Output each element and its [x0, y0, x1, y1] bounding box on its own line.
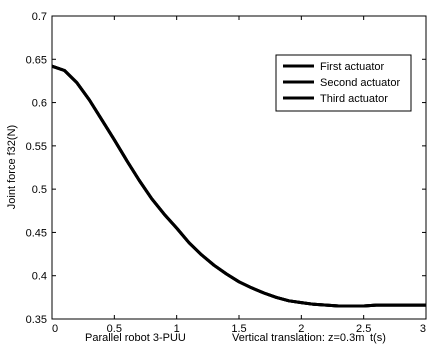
annotation-translation: Vertical translation: z=0.3m	[232, 332, 364, 344]
x-tick-label: 1.5	[231, 323, 246, 335]
y-tick-label: 0.65	[26, 54, 47, 66]
y-axis-label: Joint force f32(N)	[6, 125, 18, 209]
x-tick-label: 0	[52, 323, 58, 335]
series-layer	[51, 64, 426, 308]
y-tick-label: 0.6	[32, 98, 47, 110]
y-tick-label: 0.5	[32, 184, 47, 196]
legend-label: Third actuator	[320, 93, 388, 105]
y-tick-label: 0.55	[26, 141, 47, 153]
legend-label: First actuator	[320, 61, 385, 73]
y-axis: 0.35 0.4 0.45 0.5 0.55 0.6 0.65 0.7	[26, 11, 426, 326]
x-axis-label: t(s)	[370, 332, 386, 344]
y-tick-label: 0.7	[32, 11, 47, 23]
x-tick-label: 2.5	[356, 323, 371, 335]
y-tick-label: 0.4	[32, 271, 47, 283]
y-tick-label: 0.35	[26, 314, 47, 326]
x-axis: 0 0.5 1 1.5 2 2.5 3	[51, 16, 427, 335]
series-line	[51, 64, 426, 308]
x-tick-label: 1	[174, 323, 180, 335]
x-tick-label: 0.5	[107, 323, 122, 335]
y-tick-label: 0.45	[26, 227, 47, 239]
annotation-robot: Parallel robot 3-PUU	[85, 332, 186, 344]
x-tick-label: 3	[420, 323, 426, 335]
x-tick-label: 2	[298, 323, 304, 335]
legend: First actuator Second actuator Third actua…	[275, 54, 412, 112]
legend-label: Second actuator	[320, 77, 400, 89]
